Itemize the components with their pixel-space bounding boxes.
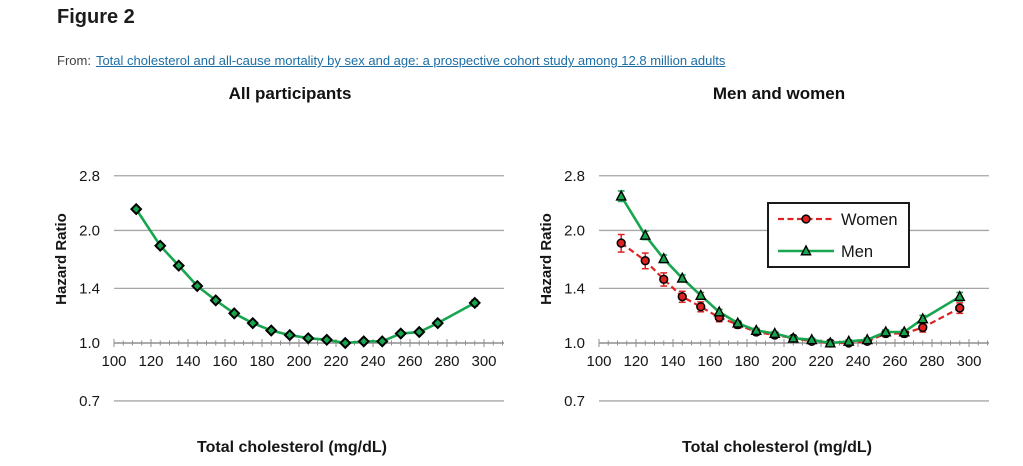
marker-diamond (394, 327, 407, 340)
x-tick-label: 220 (323, 353, 348, 370)
marker-circle (677, 292, 687, 302)
x-tick-label: 300 (956, 353, 981, 370)
marker-circle (955, 303, 965, 313)
series-all-participants (129, 202, 481, 350)
x-tick-label: 300 (471, 353, 496, 370)
source-line: From: Total cholesterol and all-cause mor… (57, 53, 725, 68)
marker-triangle (842, 334, 855, 346)
marker-diamond (228, 307, 241, 320)
y-tick-label: 1.0 (564, 335, 585, 352)
marker-diamond (468, 296, 481, 310)
legend-label: Men (841, 243, 873, 261)
x-tick-label: 140 (660, 353, 685, 370)
x-tick-label: 180 (249, 353, 274, 370)
marker-triangle (953, 290, 966, 302)
marker-triangle (824, 336, 837, 348)
x-tick-label: 240 (360, 353, 385, 370)
y-axis-title: Hazard Ratio (53, 213, 70, 305)
marker-triangle (657, 252, 670, 264)
marker-circle (918, 322, 928, 333)
legend-entry-women: Women (778, 211, 898, 229)
series-line (135, 208, 476, 345)
y-axis-title: Hazard Ratio (538, 213, 555, 305)
x-tick-label: 260 (397, 353, 422, 370)
marker-diamond (302, 331, 315, 345)
marker-diamond (209, 294, 222, 307)
y-tick-label: 2.0 (564, 222, 585, 239)
marker-circle (616, 238, 626, 248)
marker-triangle (861, 333, 874, 345)
x-tick-label: 200 (286, 353, 311, 370)
x-tick-label: 120 (138, 353, 163, 370)
x-axis-title: Total cholesterol (mg/dL) (197, 439, 387, 456)
marker-diamond (191, 279, 204, 293)
marker-triangle (615, 189, 627, 201)
marker-diamond (431, 316, 444, 330)
figure-title: Figure 2 (57, 6, 135, 28)
chart-all-participants: 100 120 140 160 180 200 220 240 260 280 300 2.8 2.0 1… (53, 168, 504, 456)
marker-triangle (879, 325, 892, 337)
x-tick-label: 220 (808, 353, 833, 370)
marker-triangle (639, 228, 652, 240)
y-tick-label: 1.4 (79, 280, 100, 297)
y-tick-label: 1.0 (79, 335, 100, 352)
legend-label: Women (841, 211, 898, 229)
legend-box (767, 202, 910, 268)
x-tick-label: 260 (882, 353, 907, 370)
marker-diamond (339, 336, 352, 350)
marker-triangle (916, 312, 929, 324)
x-tick-label: 160 (212, 353, 237, 370)
x-tick-label: 240 (845, 353, 870, 370)
x-tick-label: 280 (919, 353, 944, 370)
chart-title-men-and-women: Men and women (712, 84, 846, 103)
marker-triangle (898, 325, 911, 337)
x-tick-label: 120 (623, 353, 648, 370)
marker-diamond (357, 335, 370, 348)
legend: Women Men (767, 202, 910, 268)
x-tick-label: 160 (697, 353, 722, 370)
marker-diamond (320, 333, 333, 346)
marker-triangle (800, 244, 812, 256)
source-prefix: From: (57, 53, 91, 68)
marker-diamond (129, 202, 143, 216)
marker-diamond (413, 325, 426, 339)
y-tick-label: 2.8 (564, 168, 585, 185)
x-axis-title: Total cholesterol (mg/dL) (682, 439, 872, 456)
source-article-link[interactable]: Total cholesterol and all-cause mortalit… (95, 53, 726, 68)
legend-entry-men: Men (778, 243, 873, 261)
marker-triangle (768, 327, 781, 339)
x-tick-label: 180 (734, 353, 759, 370)
marker-triangle (676, 271, 689, 283)
y-tick-label: 1.4 (564, 280, 585, 297)
marker-circle (640, 256, 650, 266)
marker-diamond (265, 324, 278, 337)
marker-triangle (713, 305, 726, 317)
marker-diamond (376, 335, 389, 348)
marker-diamond (246, 316, 259, 330)
marker-triangle (750, 323, 763, 335)
x-tick-label: 140 (175, 353, 200, 370)
y-tick-label: 2.0 (79, 222, 100, 239)
marker-triangle (694, 288, 707, 300)
x-tick-label: 280 (434, 353, 459, 370)
marker-triangle (805, 333, 818, 345)
chart-title-all-participants: All participants (228, 84, 352, 103)
y-tick-label: 2.8 (79, 168, 100, 185)
x-tick-label: 100 (101, 353, 126, 370)
y-tick-label: 0.7 (79, 393, 100, 410)
marker-diamond (172, 259, 185, 272)
x-tick-label: 200 (771, 353, 796, 370)
series-men (615, 189, 966, 348)
marker-circle (801, 214, 811, 224)
marker-diamond (283, 328, 296, 342)
marker-triangle (787, 331, 800, 343)
x-tick-label: 100 (586, 353, 611, 370)
marker-diamond (154, 239, 167, 252)
marker-circle (659, 274, 669, 284)
chart-men-and-women: 100 120 140 160 180 200 220 240 260 280 300 2.8 2.0 1… (538, 168, 989, 456)
y-tick-label: 0.7 (564, 393, 585, 410)
marker-circle (696, 302, 706, 312)
marker-triangle (731, 316, 744, 328)
